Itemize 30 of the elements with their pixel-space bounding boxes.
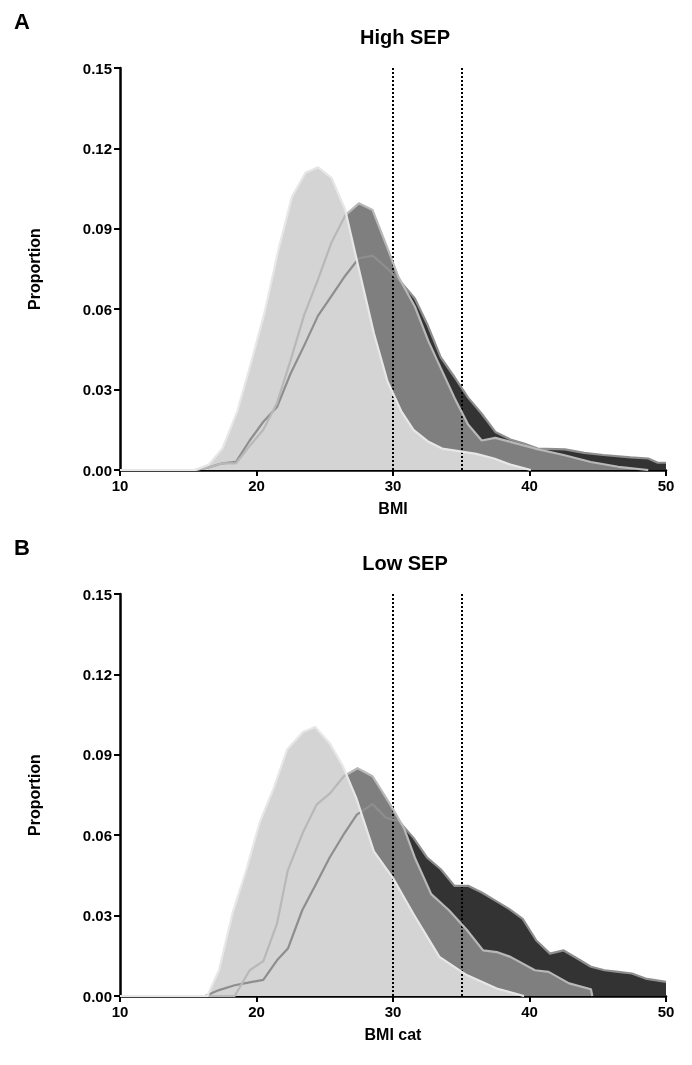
x-tick-label: 50	[657, 477, 675, 494]
text: B	[14, 534, 30, 560]
y-axis-title: Proportion	[25, 754, 43, 836]
y-tick-label: 0.00	[82, 987, 112, 1005]
y-tick-label: 0.15	[82, 585, 112, 603]
x-tick-label: 20	[248, 477, 265, 494]
y-axis-title: Proportion	[25, 228, 43, 310]
x-tick-label: 30	[384, 1003, 402, 1020]
x-axis-title: BMI	[378, 499, 408, 517]
y-tick-label: 0.06	[82, 826, 112, 844]
x-tick-label: 30	[384, 477, 402, 494]
y-tick-label: 0.06	[82, 300, 112, 318]
y-tick-label: 0.03	[82, 381, 112, 399]
chart-title: Low SEP	[362, 552, 448, 574]
x-axis-title: BMI cat	[364, 1025, 423, 1043]
y-tick-label: 0.03	[82, 907, 112, 925]
x-tick-label: 40	[521, 1003, 538, 1020]
text: A	[14, 8, 30, 34]
x-tick-label: 20	[248, 1003, 265, 1020]
x-tick-label: 10	[111, 477, 129, 494]
x-tick-label: 10	[111, 1003, 129, 1020]
chart-title: High SEP	[359, 26, 451, 48]
x-tick-label: 40	[521, 477, 538, 494]
y-tick-label: 0.12	[82, 665, 112, 683]
y-tick-label: 0.15	[82, 59, 112, 77]
x-tick-label: 50	[657, 1003, 675, 1020]
y-tick-label: 0.09	[82, 220, 112, 238]
y-tick-label: 0.12	[82, 139, 112, 157]
y-tick-label: 0.00	[82, 461, 112, 479]
y-tick-label: 0.09	[82, 746, 112, 764]
